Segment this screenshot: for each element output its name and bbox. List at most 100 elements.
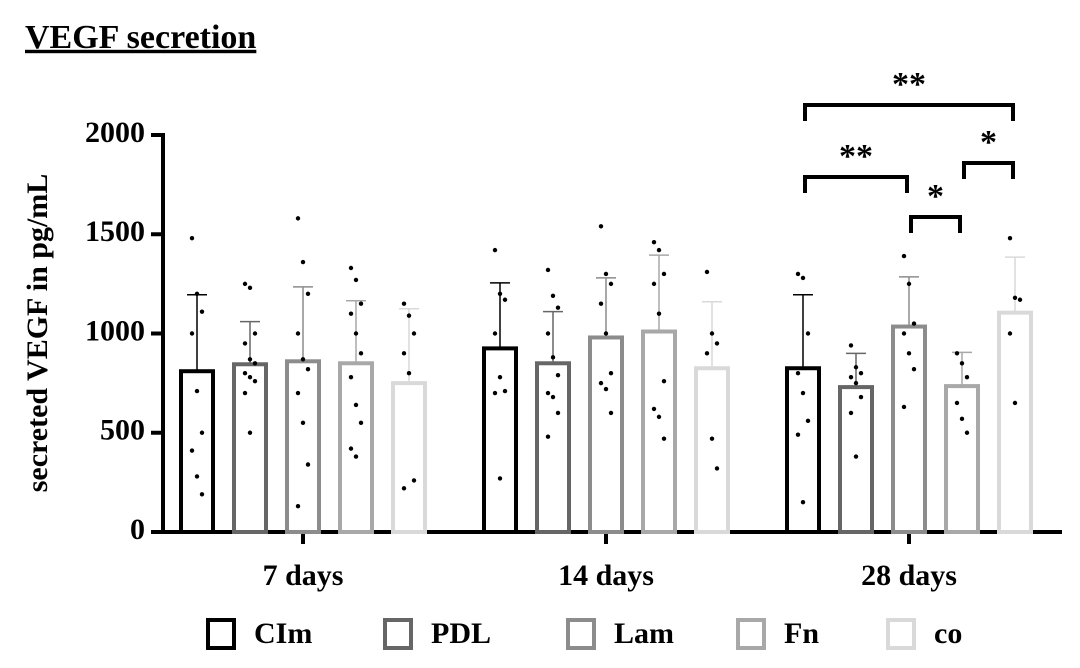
data-point xyxy=(714,341,720,346)
legend-label: PDL xyxy=(431,617,491,650)
data-point xyxy=(608,371,614,376)
data-point xyxy=(800,275,806,281)
legend-swatch xyxy=(206,618,236,650)
legend-swatch xyxy=(886,618,916,650)
data-point xyxy=(401,351,407,356)
significance-label: * xyxy=(980,124,997,161)
data-point xyxy=(295,503,301,509)
x-tick-label: 7 days xyxy=(263,559,344,592)
data-point xyxy=(795,432,801,437)
data-point xyxy=(242,390,248,396)
data-point xyxy=(348,374,354,380)
data-point xyxy=(795,371,801,376)
data-point xyxy=(199,492,205,497)
y-tick-label: 1500 xyxy=(85,215,145,248)
data-point xyxy=(194,388,200,394)
data-point xyxy=(305,291,311,296)
y-tick-label: 1000 xyxy=(85,314,145,347)
data-point xyxy=(954,400,960,406)
data-point xyxy=(247,357,253,362)
y-axis-label: secreted VEGF in pg/mL xyxy=(21,174,54,493)
data-point xyxy=(545,331,551,336)
bar xyxy=(179,369,215,534)
bar xyxy=(785,366,821,534)
data-point xyxy=(1007,236,1013,241)
data-point xyxy=(1012,400,1018,406)
data-point xyxy=(194,474,200,479)
data-point xyxy=(305,367,311,372)
data-point xyxy=(555,410,561,416)
data-point xyxy=(848,374,854,380)
data-point xyxy=(406,313,412,318)
data-point xyxy=(661,436,667,441)
bar xyxy=(588,335,624,534)
data-point xyxy=(358,351,364,356)
bar xyxy=(997,310,1033,534)
legend-swatch xyxy=(383,618,413,650)
data-point xyxy=(901,253,907,259)
data-point xyxy=(800,390,806,396)
data-point xyxy=(247,374,253,380)
data-point xyxy=(189,448,195,453)
data-point xyxy=(295,390,301,396)
data-point xyxy=(805,331,811,336)
data-point xyxy=(199,309,205,314)
data-point xyxy=(252,378,258,384)
data-point xyxy=(550,355,556,360)
data-point xyxy=(492,331,498,336)
data-point xyxy=(704,351,710,356)
data-point xyxy=(401,486,407,491)
data-point xyxy=(492,247,498,253)
data-point xyxy=(598,224,604,229)
data-point xyxy=(252,331,258,336)
bar xyxy=(891,324,927,534)
data-point xyxy=(305,462,311,467)
legend-label: CIm xyxy=(254,617,312,650)
significance-label: ** xyxy=(892,66,926,103)
bar xyxy=(391,381,427,534)
significance-bracket xyxy=(909,215,962,233)
legend-swatch xyxy=(736,618,766,650)
data-point xyxy=(964,374,970,380)
data-point xyxy=(497,476,503,481)
data-point xyxy=(411,478,417,483)
data-point xyxy=(199,430,205,435)
data-point xyxy=(300,420,306,426)
data-point xyxy=(348,446,354,451)
y-tick-label: 500 xyxy=(100,414,145,447)
data-point xyxy=(555,372,561,378)
data-point xyxy=(295,331,301,336)
data-point xyxy=(858,371,864,376)
data-point xyxy=(608,281,614,287)
data-point xyxy=(353,454,359,459)
data-point xyxy=(656,414,662,420)
data-point xyxy=(1017,297,1023,302)
data-point xyxy=(805,418,811,424)
bar xyxy=(641,329,677,535)
data-point xyxy=(252,361,258,366)
data-point xyxy=(353,402,359,408)
significance-bracket xyxy=(803,103,1015,121)
data-point xyxy=(353,277,359,283)
x-tick-label: 28 days xyxy=(861,559,957,592)
bar xyxy=(285,359,321,535)
data-point xyxy=(603,331,609,336)
data-point xyxy=(848,343,854,348)
data-point xyxy=(348,265,354,271)
bar xyxy=(338,361,374,534)
data-point xyxy=(709,331,715,336)
data-point xyxy=(651,406,657,412)
data-point xyxy=(555,305,561,310)
data-point xyxy=(247,285,253,291)
data-point xyxy=(300,259,306,265)
data-point xyxy=(550,293,556,298)
bar xyxy=(232,362,268,534)
data-point xyxy=(406,371,412,376)
data-point xyxy=(608,410,614,416)
data-point xyxy=(598,301,604,306)
data-point xyxy=(901,404,907,410)
data-point xyxy=(502,388,508,394)
data-point xyxy=(656,311,662,316)
data-point xyxy=(906,281,912,287)
data-point xyxy=(348,311,354,316)
